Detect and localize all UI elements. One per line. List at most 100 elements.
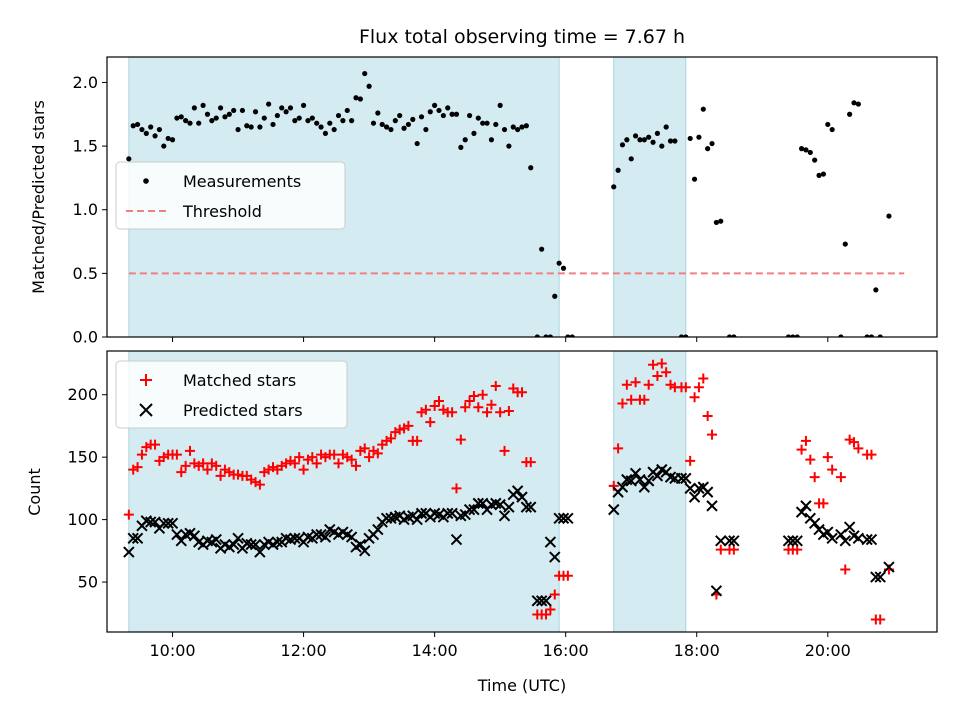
matched-stars-marker xyxy=(639,394,650,405)
measurements-point xyxy=(497,102,503,108)
predicted-stars-marker xyxy=(549,551,561,563)
measurements-point xyxy=(279,105,285,111)
predicted-stars-marker xyxy=(289,532,301,545)
matched-stars-marker xyxy=(132,462,143,473)
matched-stars-marker xyxy=(351,460,361,471)
measurements-point xyxy=(379,121,385,128)
measurements-point xyxy=(222,114,228,120)
measurements-point xyxy=(560,265,567,271)
predicted-stars-marker xyxy=(310,528,323,541)
predicted-stars-marker xyxy=(706,500,718,512)
measurements-point xyxy=(274,112,280,119)
measurements-point xyxy=(174,115,180,121)
legend-threshold-label: Threshold xyxy=(182,202,262,221)
matched-stars-marker xyxy=(202,464,213,475)
predicted-stars-marker xyxy=(723,535,736,547)
measurements-point xyxy=(335,112,342,119)
measurements-point xyxy=(309,115,315,121)
matched-stars-marker xyxy=(425,417,436,428)
matched-stars-marker xyxy=(853,443,864,454)
measurements-point xyxy=(449,111,455,117)
predicted-stars-marker xyxy=(498,510,511,522)
measurements-point xyxy=(366,83,372,89)
matched-stars-marker xyxy=(866,449,877,460)
measurements-point xyxy=(877,334,883,337)
measurements-point xyxy=(300,102,307,108)
measurements-point xyxy=(305,118,311,124)
measurements-point xyxy=(235,126,241,133)
measurements-point xyxy=(353,95,359,101)
predicted-stars-marker xyxy=(562,512,574,525)
top-axes-frame xyxy=(106,56,938,338)
matched-stars-marker xyxy=(517,387,527,398)
measurements-point xyxy=(847,111,853,117)
predicted-stars-marker xyxy=(232,532,244,545)
matched-stars-marker xyxy=(198,458,209,469)
predicted-stars-marker xyxy=(616,481,629,493)
predicted-stars-marker xyxy=(675,472,688,485)
bottom-panel: 10:00 12:00 14:00 16:00 18:00 20:00 50 100 150 20… xyxy=(67,350,938,660)
measurements-point xyxy=(169,137,176,143)
predicted-stars-marker xyxy=(319,531,332,543)
predicted-stars-marker xyxy=(638,481,651,493)
measurements-point xyxy=(628,156,634,162)
measurements-point xyxy=(156,126,163,133)
matched-stars-marker xyxy=(180,460,191,471)
matched-stars-marker xyxy=(503,405,514,416)
measurements-point xyxy=(552,293,558,299)
predicted-stars-marker xyxy=(158,517,170,530)
predicted-stars-marker xyxy=(123,546,135,558)
bottom-y-axis-label: Count xyxy=(25,468,44,516)
matched-stars-marker xyxy=(150,439,161,450)
matched-stars-marker xyxy=(626,394,637,405)
top-y-tick-label: 1.5 xyxy=(73,137,98,156)
predicted-stars-marker xyxy=(800,500,812,512)
matched-stars-marker xyxy=(233,469,244,480)
measurements-point xyxy=(427,109,433,115)
matched-stars-marker xyxy=(123,509,134,520)
predicted-stars-marker xyxy=(870,571,882,583)
top-y-tick-label: 2.0 xyxy=(73,73,98,92)
matched-stars-marker xyxy=(680,382,691,393)
predicted-stars-marker xyxy=(843,521,856,533)
chart-title: Flux total observing time = 7.67 h xyxy=(359,26,685,48)
legend-matched-stars-label: Matched stars xyxy=(183,371,296,390)
measurements-point xyxy=(650,139,656,145)
predicted-stars-marker xyxy=(728,535,740,547)
measurements-point xyxy=(807,149,813,156)
matched-stars-marker xyxy=(849,437,859,448)
predicted-stars-marker xyxy=(883,561,895,573)
predicted-stars-marker xyxy=(791,535,803,547)
measurements-point xyxy=(611,184,617,190)
predicted-stars-marker xyxy=(553,512,565,525)
predicted-stars-marker xyxy=(511,485,524,497)
measurements-point xyxy=(705,146,711,152)
measurements-point xyxy=(615,167,621,173)
measurements-point xyxy=(165,135,171,142)
measurements-point xyxy=(641,137,647,143)
predicted-stars-marker xyxy=(468,503,480,516)
measurements-point xyxy=(217,105,224,111)
measurements-point xyxy=(401,125,407,131)
bottom-y-tick-label: 150 xyxy=(67,448,98,467)
measurements-point xyxy=(357,96,363,102)
matched-stars-marker xyxy=(562,570,573,581)
matched-stars-marker xyxy=(805,454,816,465)
matched-stars-marker xyxy=(617,398,628,409)
measurements-point xyxy=(466,112,473,119)
predicted-stars-marker xyxy=(684,482,696,495)
matched-stars-marker xyxy=(630,377,641,388)
predicted-stars-marker xyxy=(608,503,620,516)
measurements-point xyxy=(453,111,460,117)
measurements-point xyxy=(556,260,562,266)
bottom-x-tick-label: 14:00 xyxy=(412,641,458,660)
measurements-point xyxy=(344,107,350,114)
measurements-point xyxy=(130,123,136,129)
measurements-point xyxy=(696,134,702,140)
matched-stars-marker xyxy=(482,407,493,418)
matched-stars-marker xyxy=(464,395,475,406)
matched-stars-marker xyxy=(311,458,322,469)
measurements-point xyxy=(226,111,232,117)
measurements-point xyxy=(248,124,254,130)
